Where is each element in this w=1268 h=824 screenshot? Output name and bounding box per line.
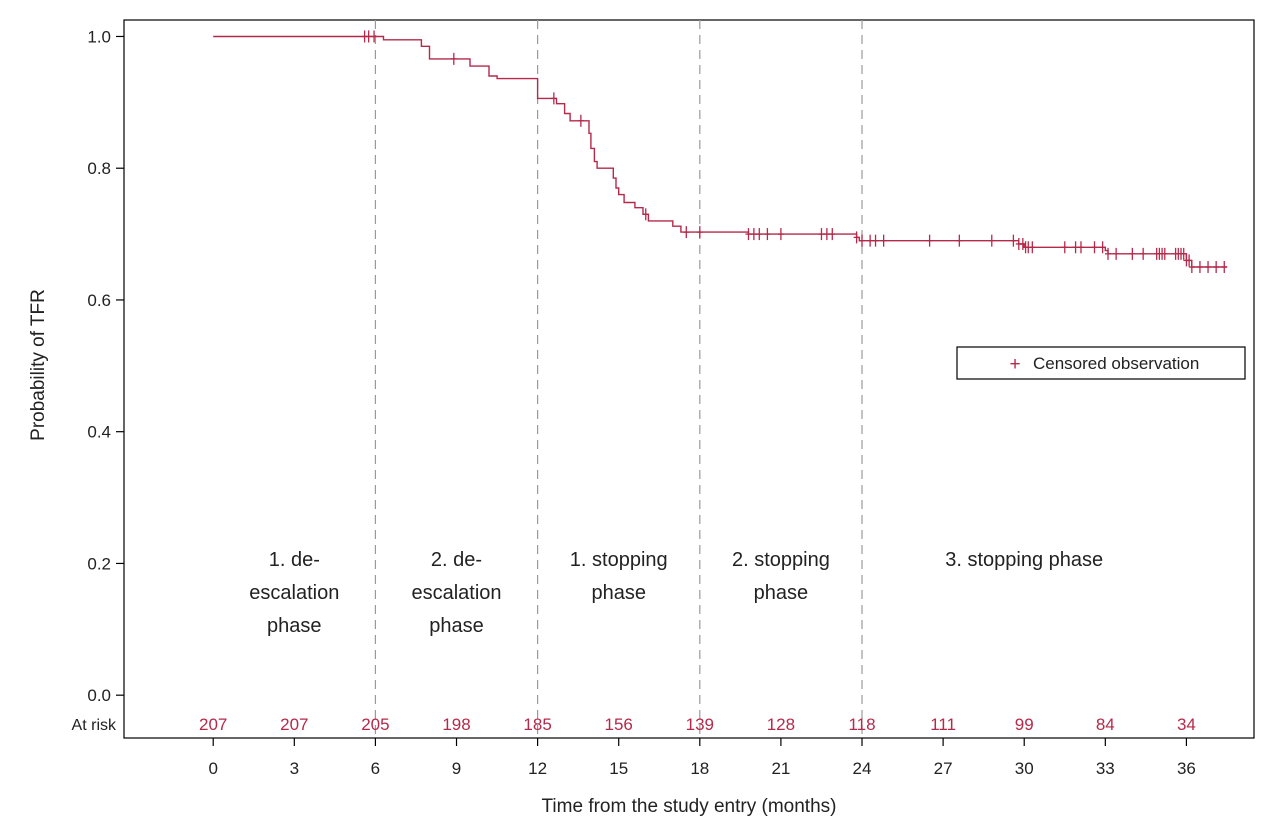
x-tick-label: 36 xyxy=(1177,759,1196,778)
x-tick-label: 24 xyxy=(853,759,872,778)
x-tick-label: 27 xyxy=(934,759,953,778)
x-tick-label: 3 xyxy=(290,759,299,778)
x-tick-label: 0 xyxy=(208,759,217,778)
at-risk-count: 198 xyxy=(442,715,470,734)
y-tick-label: 0.4 xyxy=(87,423,111,442)
censor-marks xyxy=(361,30,1228,274)
at-risk-count: 128 xyxy=(767,715,795,734)
phase-label-line: 2. de- xyxy=(431,549,482,571)
at-risk-count: 118 xyxy=(848,715,875,734)
phase-label-line: phase xyxy=(591,582,646,604)
x-tick-label: 9 xyxy=(452,759,461,778)
x-tick-label: 12 xyxy=(528,759,547,778)
at-risk-label: At risk xyxy=(72,717,117,734)
y-tick-label: 1.0 xyxy=(87,27,111,46)
x-tick-label: 33 xyxy=(1096,759,1115,778)
x-axis: 0 3 6 9 12 15 18 21 24 27 30 33 36 xyxy=(208,738,1196,778)
y-tick-label: 0.2 xyxy=(87,554,111,573)
x-tick-label: 18 xyxy=(690,759,709,778)
phase-label-line: escalation xyxy=(411,582,501,604)
x-tick-label: 6 xyxy=(371,759,380,778)
legend-symbol: + xyxy=(1009,354,1020,375)
y-axis-label: Probability of TFR xyxy=(28,289,49,441)
at-risk-count: 139 xyxy=(686,715,714,734)
x-tick-label: 15 xyxy=(609,759,628,778)
phase-label-line: 1. stopping xyxy=(570,549,668,571)
at-risk-count: 99 xyxy=(1015,715,1034,734)
phase-label-line: phase xyxy=(754,582,809,604)
y-tick-label: 0.0 xyxy=(87,686,111,705)
at-risk-count: 205 xyxy=(361,715,389,734)
phase-label-line: escalation xyxy=(249,582,339,604)
y-tick-label: 0.6 xyxy=(87,291,111,310)
at-risk-count: 111 xyxy=(930,715,956,734)
phase-label-line: 3. stopping phase xyxy=(945,549,1103,571)
x-tick-label: 30 xyxy=(1015,759,1034,778)
y-tick-label: 0.8 xyxy=(87,159,111,178)
legend: + Censored observation xyxy=(956,346,1246,380)
phase-label-line: 2. stopping xyxy=(732,549,830,571)
at-risk-count: 156 xyxy=(605,715,633,734)
phase-label-line: 1. de- xyxy=(269,549,320,571)
at-risk-count: 34 xyxy=(1177,715,1196,734)
x-tick-label: 21 xyxy=(771,759,790,778)
phase-label-line: phase xyxy=(429,615,484,637)
at-risk-count: 207 xyxy=(280,715,308,734)
at-risk-count: 185 xyxy=(523,715,551,734)
legend-box xyxy=(956,346,1246,380)
at-risk-count: 84 xyxy=(1096,715,1115,734)
km-survival-curve xyxy=(213,35,1227,268)
phase-label-line: phase xyxy=(267,615,322,637)
legend-label: Censored observation xyxy=(1033,354,1199,373)
at-risk-count: 207 xyxy=(199,715,227,734)
phase-labels: 1. de-escalation phase 2. de-escalation pha… xyxy=(249,549,1103,637)
y-axis: 0.0 0.2 0.4 0.6 0.8 1.0 xyxy=(87,27,124,705)
plot-frame xyxy=(123,19,1255,739)
at-risk-row: At risk 207 207 205 198 185 156 139 128 118 111 99… xyxy=(72,715,1196,734)
x-axis-label: Time from the study entry (months) xyxy=(542,796,837,817)
